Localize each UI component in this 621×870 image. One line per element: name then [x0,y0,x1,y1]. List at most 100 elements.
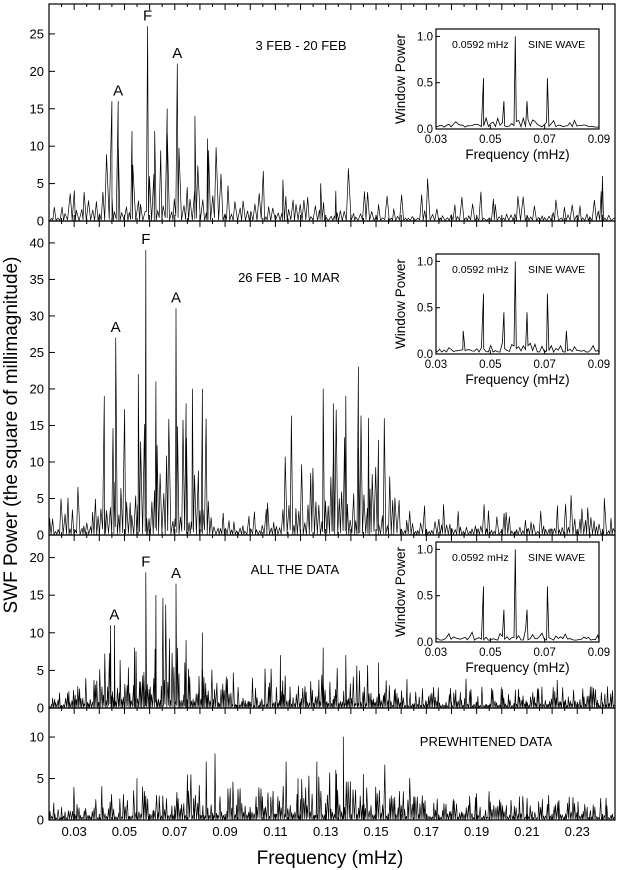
inset-y-tick-label: 0.5 [417,303,433,315]
y-tick-label: 5 [37,663,44,678]
y-tick-label: 0 [37,528,44,543]
x-tick-label: 0.07 [162,824,187,839]
panel-label: 26 FEB - 10 MAR [238,270,340,285]
x-tick-label: 0.17 [414,824,439,839]
y-axis-title: SWF Power (the square of millimagnitude) [1,257,22,614]
inset-y-tick-label: 0.5 [417,78,433,90]
x-tick-label: 0.13 [313,824,338,839]
y-tick-label: 20 [30,550,44,565]
y-tick-label: 30 [30,308,44,323]
inset-window-spectrum: 0.03 0.05 0.07 0.09 0.0 0.5 1.0 Frequency (mHz)… [393,28,610,162]
y-tick-label: 15 [30,418,44,433]
inset-x-tick-label: 0.07 [533,359,555,371]
inset-x-tick-label: 0.07 [533,134,555,146]
peak-label: A [111,319,121,336]
peak-label: F [141,554,150,571]
inset-y-axis-title: Window Power [393,33,408,124]
inset-x-axis-title: Frequency (mHz) [465,660,569,675]
inset-x-tick-label: 0.03 [425,359,447,371]
peak-label: A [172,45,182,62]
inset-frame [435,28,600,130]
panel-label: PREWHITENED DATA [420,734,553,749]
y-tick-label: 20 [30,381,44,396]
y-tick-label: 0 [37,701,44,716]
power-spectrum-line [48,26,616,221]
peak-label: A [113,82,123,99]
y-tick-label: 20 [30,64,44,79]
inset-x-axis-title: Frequency (mHz) [465,372,569,387]
inset-x-tick-label: 0.03 [425,134,447,146]
inset-x-tick-label: 0.03 [425,647,447,659]
y-tick-label: 5 [37,771,44,786]
peak-label: F [141,231,150,248]
inset-x-tick-label: 0.09 [588,647,610,659]
inset-x-tick-label: 0.05 [479,359,501,371]
inset-window-spectrum: 0.03 0.05 0.07 0.09 0.0 0.5 1.0 Frequency (mHz)… [393,541,610,675]
y-tick-label: 10 [30,454,44,469]
y-tick-label: 35 [30,272,44,287]
y-tick-label: 10 [30,139,44,154]
window-power-line [435,36,600,129]
power-spectrum-line [48,572,616,708]
x-tick-label: 0.03 [61,824,86,839]
y-tick-label: 25 [30,345,44,360]
x-tick-label: 0.05 [112,824,137,839]
y-tick-label: 10 [30,730,44,745]
inset-frame [435,253,600,355]
x-axis-title: Frequency (mHz) [257,848,404,869]
y-tick-label: 5 [37,176,44,191]
y-tick-label: 25 [30,26,44,41]
peak-label: A [171,565,181,582]
window-power-line [435,549,600,641]
power-spectrum-line [48,736,616,820]
inset-x-axis-title: Frequency (mHz) [465,147,569,162]
window-power-line [435,261,600,354]
peak-label: A [171,290,181,307]
inset-x-tick-label: 0.05 [479,647,501,659]
x-axis-ticks: 0.03 0.05 0.07 0.09 0.11 0.13 0.15 0.17 0.19 0.21… [61,824,589,839]
x-tick-label: 0.09 [212,824,237,839]
y-tick-label: 0 [37,214,44,229]
inset-frequency-label: 0.0592 mHz [452,39,509,51]
inset-x-tick-label: 0.09 [588,359,610,371]
inset-y-axis-title: Window Power [393,258,408,349]
inset-y-tick-label: 1.0 [417,31,433,43]
y-tick-label: 10 [30,625,44,640]
inset-sine-wave-label: SINE WAVE [528,264,585,276]
peak-label: A [109,606,119,623]
y-tick-label: 5 [37,491,44,506]
inset-y-tick-label: 0.0 [417,637,433,649]
inset-x-tick-label: 0.09 [588,134,610,146]
inset-x-tick-label: 0.05 [479,134,501,146]
x-tick-label: 0.19 [464,824,489,839]
panel-label: 3 FEB - 20 FEB [255,38,346,53]
y-tick-label: 15 [30,101,44,116]
y-tick-label: 40 [30,235,44,250]
inset-window-spectrum: 0.03 0.05 0.07 0.09 0.0 0.5 1.0 Frequency (mHz)… [393,253,610,387]
inset-y-tick-label: 1.0 [417,256,433,268]
inset-y-tick-label: 0.0 [417,349,433,361]
peak-label: F [143,7,152,24]
inset-frequency-label: 0.0592 mHz [452,264,509,276]
y-tick-label: 0 [37,813,44,828]
inset-frame [435,541,600,643]
inset-sine-wave-label: SINE WAVE [528,552,585,564]
inset-y-tick-label: 0.5 [417,591,433,603]
power-spectrum-line [48,249,616,535]
x-tick-label: 0.23 [565,824,590,839]
x-tick-label: 0.21 [514,824,539,839]
inset-x-tick-label: 0.07 [533,647,555,659]
y-tick-label: 15 [30,588,44,603]
panel-4: 0 5 10 PREWHITENED DATA [30,707,616,828]
inset-y-tick-label: 0.0 [417,124,433,136]
panel-frame [48,707,616,821]
inset-frequency-label: 0.0592 mHz [452,552,509,564]
inset-y-tick-label: 1.0 [417,544,433,556]
inset-sine-wave-label: SINE WAVE [528,39,585,51]
panel-label: ALL THE DATA [251,562,340,577]
